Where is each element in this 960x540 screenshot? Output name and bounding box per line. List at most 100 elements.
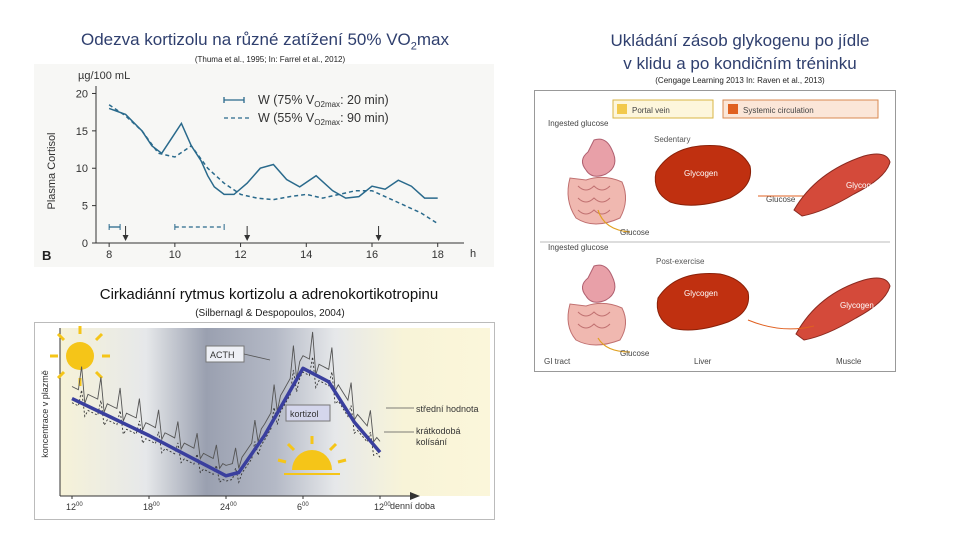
x-tick-label: 8 xyxy=(106,249,112,261)
short-term-label-1: krátkodobá xyxy=(416,426,461,436)
rising-sun-disc xyxy=(292,450,332,470)
x-tick-label: 10 xyxy=(169,249,181,261)
circadian-chart: koncentrace v plazmě denní doba 1200 1800… xyxy=(34,322,495,520)
liver-top xyxy=(654,145,752,206)
liver-bottom xyxy=(656,273,750,331)
y-tick-label: 20 xyxy=(76,88,88,100)
gi-tract-bottom xyxy=(567,264,626,346)
x-tick-label: 16 xyxy=(366,249,378,261)
x-tick-label: 14 xyxy=(300,249,312,261)
circadian-citation: (Silbernagl & Despopoulos, 2004) xyxy=(195,308,345,319)
label-glucose-mid-top: Glucose xyxy=(766,195,796,204)
glycogen-citation: (Cengage Learning 2013 In: Raven et al.,… xyxy=(655,76,825,85)
sun-rays xyxy=(50,326,110,386)
muscle-top xyxy=(793,153,891,217)
circadian-y-label: koncentrace v plazmě xyxy=(40,370,50,458)
glycogen-title-line1: Ukládání zásob glykogenu po jídle xyxy=(610,31,870,50)
glycogen-title: Ukládání zásob glykogenu po jídle v klid… xyxy=(520,29,960,75)
intestine-coils-bottom xyxy=(577,311,611,329)
day-night-background xyxy=(60,328,490,496)
circadian-x-ticks: 1200 1800 2400 600 1200 xyxy=(66,496,391,512)
label-liver: Liver xyxy=(694,357,712,366)
y-unit-label: µg/100 mL xyxy=(78,70,130,82)
intestine-coils-top xyxy=(577,185,611,215)
glucose-flow-bottom xyxy=(597,337,631,353)
title-end: max xyxy=(416,30,450,49)
sun-icon-left xyxy=(50,326,110,386)
kortizol-label-box xyxy=(285,404,331,422)
meal-arrow-head xyxy=(244,235,251,241)
glycogen-diagram: Portal vein Systemic circulation Sedenta… xyxy=(534,90,896,372)
meal-arrow-head xyxy=(122,235,129,241)
legend-w75-label: W (75% VO2max: 20 min) xyxy=(258,93,389,109)
label-muscle: Muscle xyxy=(836,357,862,366)
circadian-x-tick-label: 1200 xyxy=(374,502,391,512)
legend-systemic-label: Systemic circulation xyxy=(743,106,814,115)
circadian-x-tick-label: 1200 xyxy=(66,502,83,512)
x-ticks: 8 10 12 14 16 18 xyxy=(106,243,444,261)
label-glycogen-liver-bottom: Glycogen xyxy=(684,289,718,298)
legend-portal-vein-swatch xyxy=(617,104,627,114)
cortisol-chart: µg/100 mL Plasma Cortisol B h 0 5 10 15 20 8… xyxy=(34,64,494,267)
legend-systemic-swatch xyxy=(728,104,738,114)
muscle-bottom xyxy=(795,277,891,341)
cortisol-chart-title: Odezva kortizolu na různé zatížení 50% V… xyxy=(40,30,490,52)
series-lines xyxy=(108,104,439,225)
exercise-markers xyxy=(108,224,225,230)
glycogen-title-line2: v klidu a po kondičním tréninku xyxy=(623,54,857,73)
y-axis-label: Plasma Cortisol xyxy=(46,132,58,209)
mean-line xyxy=(71,366,382,478)
rising-sun-rays xyxy=(277,436,347,464)
panel-letter: B xyxy=(42,248,51,263)
label-glucose-gi-top: Glucose xyxy=(620,228,650,237)
series-line-w55 xyxy=(108,104,439,225)
acth-leader xyxy=(243,353,271,361)
label-post-exercise: Post-exercise xyxy=(656,257,705,266)
label-glucose-gi-bottom: Glucose xyxy=(620,349,650,358)
cortisol-chart-background xyxy=(34,64,494,267)
cortisol-chart-citation: (Thuma et al., 1995; In: Farrel et al., … xyxy=(194,55,346,64)
mean-label: střední hodnota xyxy=(416,404,479,414)
meal-arrow-head xyxy=(375,235,382,241)
label-gi-tract: GI tract xyxy=(544,357,571,366)
title-subscript: 2 xyxy=(410,40,417,53)
x-axis-unit: h xyxy=(470,248,476,260)
x-axis-arrowhead xyxy=(410,492,420,500)
cortisol-fluctuation-line xyxy=(71,356,381,484)
intestines-bottom xyxy=(567,302,626,346)
series-line-w75 xyxy=(108,107,438,199)
gi-tract-top xyxy=(567,138,626,225)
circadian-x-tick-label: 1800 xyxy=(143,502,160,512)
glucose-flow-to-muscle-bottom xyxy=(747,319,815,330)
meal-arrows xyxy=(122,226,382,241)
legend-w55-label: W (55% VO2max: 90 min) xyxy=(258,111,389,127)
circadian-x-tick-label: 600 xyxy=(297,502,309,512)
y-tick-label: 10 xyxy=(76,163,88,175)
mean-line-group xyxy=(71,366,382,478)
label-glycogen-muscle-bottom: Glycogen xyxy=(840,301,874,310)
sun-disc xyxy=(66,342,94,370)
label-glycogen-liver-top: Glycogen xyxy=(684,169,718,178)
glucose-flow-top xyxy=(597,209,631,233)
y-tick-label: 5 xyxy=(82,201,88,213)
x-tick-label: 12 xyxy=(234,249,246,261)
title-main: Odezva kortizolu na různé zatížení 50% V… xyxy=(80,30,411,49)
y-ticks: 0 5 10 15 20 xyxy=(76,88,96,250)
circadian-title: Cirkadiánní rytmus kortizolu a adrenokor… xyxy=(99,286,439,303)
short-term-label-2: kolísání xyxy=(416,437,448,447)
circadian-x-tick-label: 2400 xyxy=(220,502,237,512)
acth-label: ACTH xyxy=(210,350,235,360)
x-tick-label: 18 xyxy=(432,249,444,261)
legend: W (75% VO2max: 20 min) W (55% VO2max: 90… xyxy=(223,93,389,127)
legend-portal-vein xyxy=(612,99,714,119)
legend-systemic xyxy=(722,99,879,119)
stomach-top xyxy=(582,138,616,177)
y-tick-label: 15 xyxy=(76,126,88,138)
label-ingested-2: Ingested glucose xyxy=(548,243,609,252)
sun-icon-right xyxy=(277,436,347,475)
short-term-fluctuation-lines xyxy=(71,331,381,484)
stomach-bottom xyxy=(582,264,616,303)
acth-fluctuation-line xyxy=(71,331,381,470)
label-sedentary: Sedentary xyxy=(654,135,690,144)
legend-portal-vein-label: Portal vein xyxy=(632,106,670,115)
